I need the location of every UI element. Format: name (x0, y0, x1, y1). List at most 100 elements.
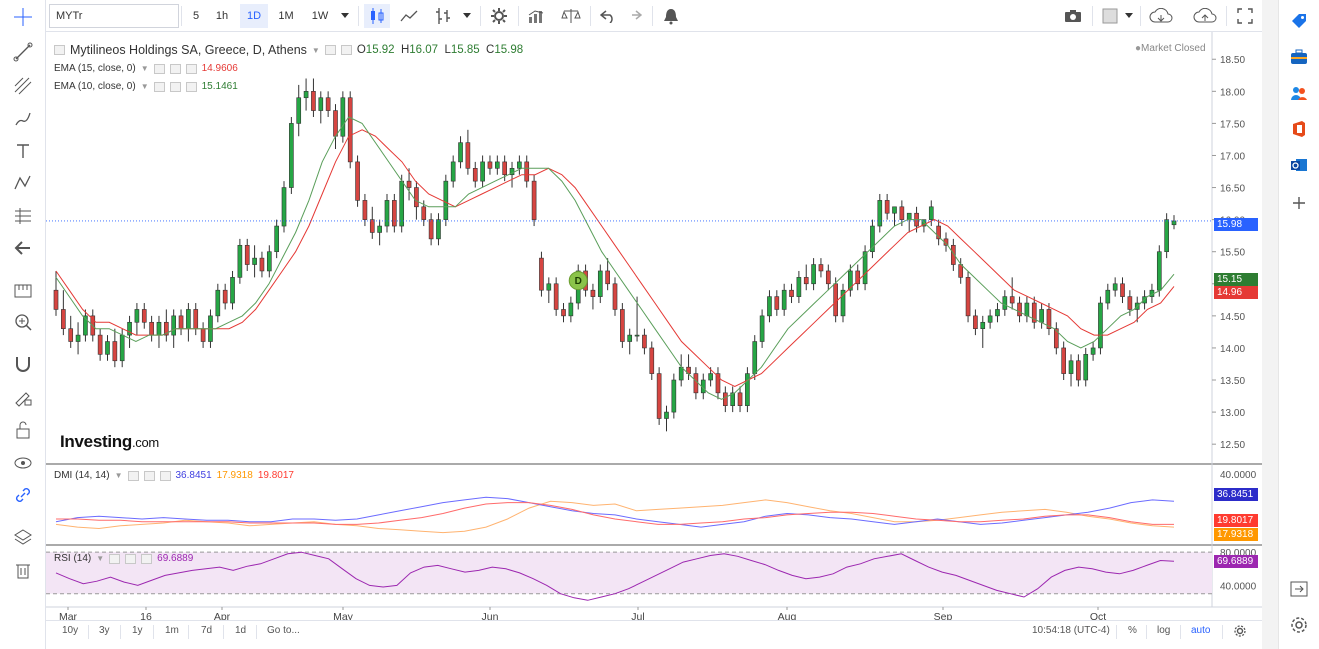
trend-line-icon[interactable] (11, 40, 35, 64)
prediction-icon[interactable] (11, 204, 35, 228)
candle-body (1127, 296, 1133, 310)
fullscreen-icon[interactable] (1232, 4, 1258, 28)
candle-body (266, 251, 272, 272)
dmi-visibility-icon[interactable] (127, 470, 139, 481)
chart-canvas[interactable]: D 18.5018.0017.5017.0016.5016.0015.5015.… (46, 32, 1262, 620)
dmi-close-icon[interactable] (159, 470, 171, 481)
range-1m[interactable]: 1m (165, 625, 179, 636)
indicators-icon[interactable] (430, 4, 456, 28)
percent-toggle[interactable]: % (1128, 625, 1137, 636)
redo-icon[interactable] (622, 4, 646, 28)
candle-body (980, 321, 986, 329)
dmi-minus-value: 17.9318 (216, 470, 253, 481)
rsi-close-icon[interactable] (141, 553, 153, 564)
interval-1m[interactable]: 1M (278, 10, 294, 22)
magnet-icon[interactable] (11, 352, 35, 376)
candle-body (406, 180, 412, 188)
exit-icon[interactable] (1288, 578, 1310, 600)
candle-body (1039, 309, 1044, 323)
candle-body (1156, 251, 1162, 291)
chart-type-dropdown-icon[interactable] (460, 4, 474, 28)
candle-body (656, 373, 662, 419)
legend-settings-icon[interactable] (324, 45, 336, 55)
ema15-close-icon[interactable] (185, 63, 197, 74)
briefcase-icon[interactable] (1288, 46, 1310, 68)
compare-icon[interactable] (524, 4, 550, 28)
interval-dropdown-icon[interactable] (338, 4, 352, 28)
fib-tools-icon[interactable] (11, 74, 35, 98)
ema10-settings-icon[interactable] (169, 81, 181, 92)
interval-1d[interactable]: 1D (240, 4, 268, 28)
alert-icon[interactable] (658, 4, 684, 28)
candle-body (450, 161, 456, 182)
bottom-settings-icon[interactable] (1234, 625, 1246, 640)
candle-body (141, 309, 147, 323)
range-10y[interactable]: 10y (62, 625, 79, 636)
auto-toggle[interactable]: auto (1191, 625, 1211, 636)
sidebar-gap (1262, 0, 1278, 649)
candle-body (244, 244, 250, 265)
legend-hide-icon[interactable] (340, 45, 352, 55)
candle-body (311, 91, 316, 111)
settings-gear-icon[interactable] (486, 4, 512, 28)
ema10-close-icon[interactable] (185, 81, 197, 92)
eye-icon[interactable] (11, 451, 35, 475)
settings-icon[interactable] (1288, 614, 1310, 636)
range-7d[interactable]: 7d (201, 625, 213, 636)
trash-icon[interactable] (11, 558, 35, 582)
collapse-legend-icon[interactable] (54, 45, 65, 55)
zoom-in-icon[interactable] (11, 310, 35, 334)
cloud-load-icon[interactable] (1146, 4, 1176, 28)
color-dropdown-icon[interactable] (1122, 4, 1136, 28)
scales-icon[interactable] (558, 4, 584, 28)
screenshot-camera-icon[interactable] (1060, 4, 1086, 28)
goto-button[interactable]: Go to... (267, 625, 300, 636)
time-tick-label: Aug (778, 611, 797, 620)
pattern-icon[interactable] (11, 171, 35, 195)
measure-icon[interactable] (11, 279, 35, 303)
candle-body (127, 321, 132, 336)
ema10-visibility-icon[interactable] (153, 81, 165, 92)
crosshair-icon[interactable] (11, 5, 35, 29)
ema15-settings-icon[interactable] (169, 63, 181, 74)
log-toggle[interactable]: log (1157, 625, 1171, 636)
rsi-visibility-icon[interactable] (109, 553, 121, 564)
range-1y[interactable]: 1y (132, 625, 143, 636)
candle-body (193, 309, 199, 329)
candle-body (1002, 296, 1008, 310)
dmi-plus-value: 36.8451 (175, 470, 212, 481)
ema15-visibility-icon[interactable] (153, 63, 165, 74)
link-icon[interactable] (11, 483, 35, 507)
interval-5[interactable]: 5 (192, 10, 200, 22)
outlook-icon[interactable] (1288, 154, 1310, 176)
range-3y[interactable]: 3y (99, 625, 110, 636)
candle-body (568, 302, 574, 317)
arrow-left-icon[interactable] (11, 236, 35, 260)
dmi-settings-icon[interactable] (143, 470, 155, 481)
candles-chart-icon[interactable] (364, 4, 390, 28)
line-chart-icon[interactable] (396, 4, 422, 28)
plus-icon[interactable] (1288, 192, 1310, 214)
office-icon[interactable] (1288, 118, 1310, 140)
candle-body (539, 257, 544, 291)
lock-drawing-icon[interactable] (11, 385, 35, 409)
people-icon[interactable] (1288, 82, 1310, 104)
rsi-settings-icon[interactable] (125, 553, 137, 564)
color-box-icon[interactable] (1098, 4, 1122, 28)
undo-icon[interactable] (596, 4, 620, 28)
range-1d[interactable]: 1d (235, 625, 247, 636)
interval-1w[interactable]: 1W (311, 10, 329, 22)
text-tool-icon[interactable] (11, 139, 35, 163)
brush-icon[interactable] (11, 107, 35, 131)
symbol-search-input[interactable]: MYTr (49, 4, 179, 28)
ema15-label: EMA (15, close, 0) (54, 63, 136, 74)
candle-body (840, 289, 846, 317)
candle-body (884, 200, 890, 214)
layers-icon[interactable] (11, 525, 35, 549)
interval-1h[interactable]: 1h (215, 10, 229, 22)
browser-sidebar (1278, 0, 1319, 649)
cloud-save-icon[interactable] (1190, 4, 1220, 28)
tag-icon[interactable] (1288, 10, 1310, 32)
candle-body (186, 309, 191, 329)
unlock-icon[interactable] (11, 418, 35, 442)
